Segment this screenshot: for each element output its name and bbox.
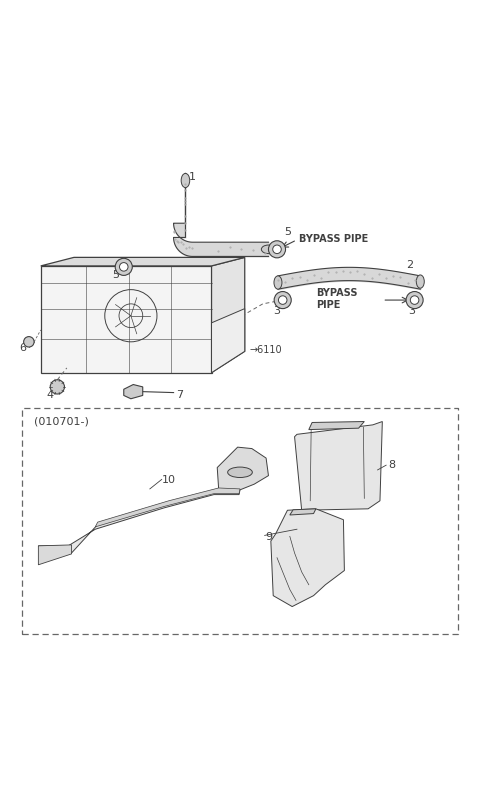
Polygon shape (217, 447, 268, 490)
Text: 7: 7 (176, 390, 183, 400)
Ellipse shape (273, 245, 281, 253)
Ellipse shape (406, 291, 423, 308)
Text: 2: 2 (406, 260, 413, 270)
Ellipse shape (274, 276, 282, 289)
Ellipse shape (120, 262, 128, 271)
Text: BYPASS PIPE: BYPASS PIPE (300, 234, 369, 244)
Text: 8: 8 (388, 460, 396, 470)
Polygon shape (290, 509, 316, 515)
Ellipse shape (115, 258, 132, 275)
Ellipse shape (410, 296, 419, 304)
Polygon shape (212, 308, 245, 373)
Ellipse shape (50, 380, 64, 394)
Ellipse shape (261, 245, 276, 253)
Polygon shape (309, 421, 364, 429)
Polygon shape (295, 421, 383, 510)
Polygon shape (38, 545, 72, 565)
Polygon shape (41, 257, 245, 266)
Text: 3: 3 (408, 306, 415, 316)
Ellipse shape (268, 240, 286, 258)
Ellipse shape (228, 467, 252, 478)
Text: 4: 4 (47, 391, 54, 400)
Text: 5: 5 (112, 270, 119, 280)
Text: 3: 3 (274, 306, 280, 316)
Ellipse shape (274, 291, 291, 308)
Text: 9: 9 (265, 533, 272, 542)
Polygon shape (38, 489, 240, 553)
Ellipse shape (181, 174, 190, 188)
Text: (010701-): (010701-) (34, 416, 88, 427)
Ellipse shape (416, 275, 424, 288)
Polygon shape (212, 257, 245, 373)
Polygon shape (124, 384, 143, 399)
Text: BYPASS
PIPE: BYPASS PIPE (316, 288, 358, 310)
Text: 6: 6 (19, 342, 26, 353)
Text: 10: 10 (162, 475, 176, 485)
Text: →6110: →6110 (250, 345, 282, 355)
Ellipse shape (24, 337, 34, 347)
Text: 5: 5 (284, 227, 291, 236)
Polygon shape (96, 488, 240, 527)
Text: 1: 1 (189, 172, 196, 182)
Polygon shape (271, 509, 344, 607)
Ellipse shape (278, 296, 287, 304)
Polygon shape (41, 266, 212, 373)
